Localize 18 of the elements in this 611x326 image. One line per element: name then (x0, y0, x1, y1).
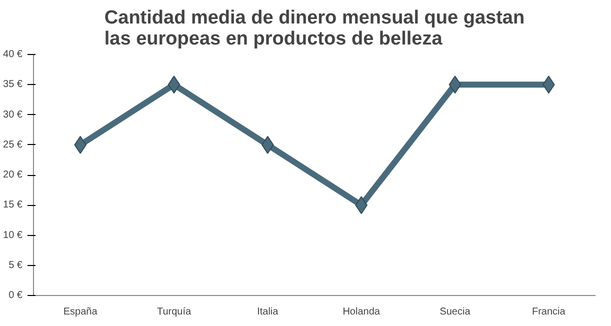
y-tick-label: 25 € (3, 139, 23, 150)
y-tick-label: 5 € (8, 260, 23, 271)
point (448, 76, 462, 94)
x-tick-label: Holanda (342, 306, 380, 318)
y-tick-label: 15 € (3, 200, 23, 211)
y-tick-label: 35 € (3, 79, 23, 90)
x-tick-label: Suecia (440, 306, 471, 318)
y-tick-label: 30 € (3, 109, 23, 120)
y-tick-label: 10 € (3, 230, 23, 241)
x-tick-label: Turquía (156, 306, 192, 318)
point (168, 76, 180, 94)
y-tick-label: 20 € (3, 170, 23, 180)
x-tick-label: Italia (257, 306, 279, 318)
x-tick-label: Francia (532, 306, 566, 318)
chart-title: Cantidad media de dinero mensual que gastan las europeas en productos de belleza (104, 8, 525, 50)
y-tick-label: 40 € (3, 49, 23, 60)
y-tick-label: 0 € (8, 290, 23, 301)
x-tick-label: España (63, 306, 98, 318)
